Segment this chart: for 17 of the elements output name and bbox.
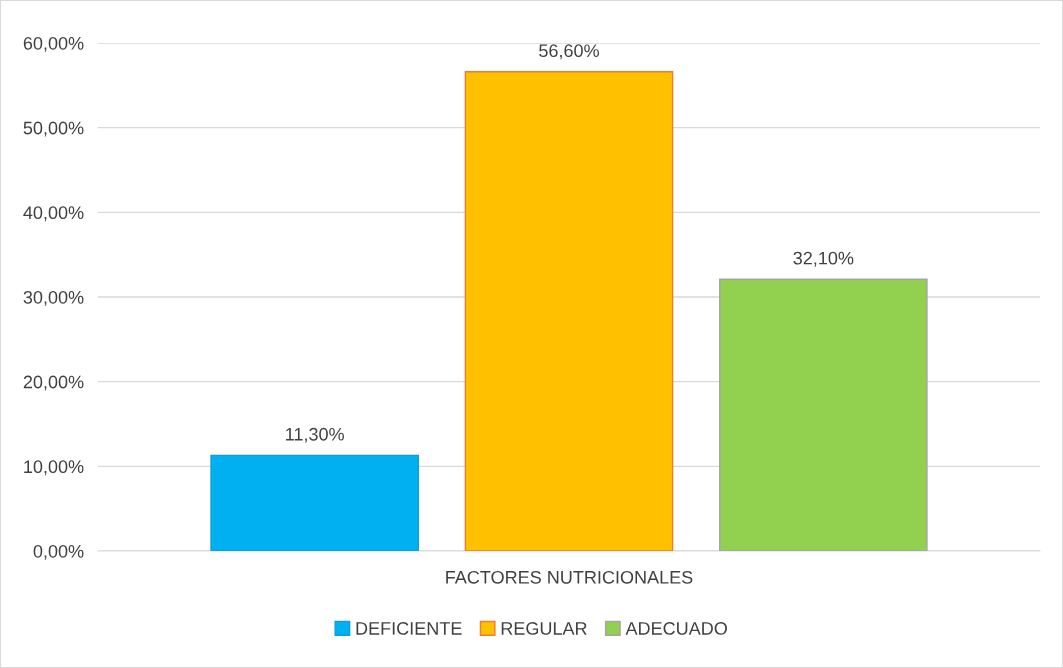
y-tick-label: 0,00%	[33, 544, 84, 560]
y-tick-label: 50,00%	[23, 121, 84, 137]
bar	[719, 278, 928, 551]
bar	[464, 71, 674, 551]
legend-label: ADECUADO	[625, 622, 727, 635]
data-label: 32,10%	[793, 251, 854, 267]
data-label: 11,30%	[286, 427, 344, 443]
bar	[210, 454, 419, 551]
legend-label: DEFICIENTE	[356, 622, 462, 635]
legend-label: REGULAR	[501, 622, 587, 635]
x-tick-label: FACTORES NUTRICIONALES	[446, 570, 693, 584]
data-label: 56,60%	[539, 44, 599, 60]
y-tick-label: 40,00%	[23, 206, 84, 222]
y-tick-label: 10,00%	[24, 460, 84, 476]
y-tick-label: 30,00%	[23, 290, 84, 306]
y-tick-label: 20,00%	[23, 375, 84, 391]
y-tick-label: 60,00%	[23, 36, 84, 52]
